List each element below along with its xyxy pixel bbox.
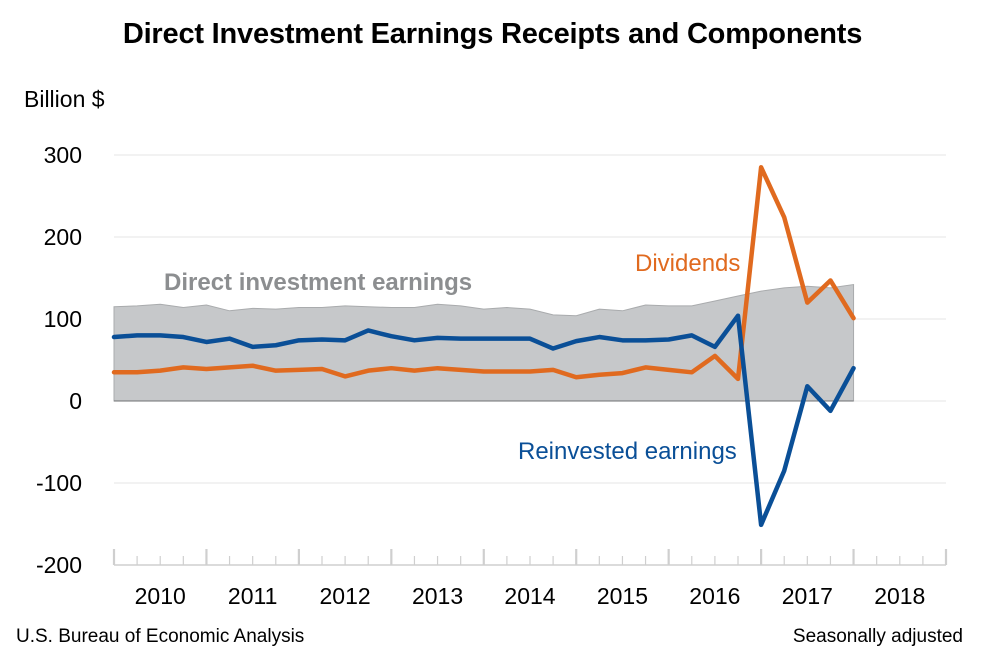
y-axis-unit-label: Billion $ (24, 86, 105, 112)
x-tick-label: 2011 (228, 583, 277, 609)
annotation-reinvested-earnings: Reinvested earnings (518, 438, 737, 465)
x-tick-label: 2017 (782, 583, 833, 609)
source-note: U.S. Bureau of Economic Analysis (16, 626, 305, 647)
series-annotations: Direct investment earnings Dividends Reinv… (164, 250, 740, 465)
y-tick-label: 300 (44, 142, 82, 168)
x-axis (112, 549, 948, 566)
series-lines (111, 165, 856, 528)
x-tick-label: 2014 (504, 583, 555, 609)
x-tick-label: 2015 (597, 583, 648, 609)
x-tick-label: 2013 (412, 583, 463, 609)
x-tick-label: 2012 (320, 583, 371, 609)
x-tick-label: 2010 (135, 583, 186, 609)
chart-title: Direct Investment Earnings Receipts and … (122, 18, 863, 50)
y-tick-label: 200 (44, 224, 82, 250)
y-tick-label: 0 (69, 388, 82, 414)
annotation-direct-investment-earnings: Direct investment earnings (164, 269, 472, 296)
annotation-dividends: Dividends (635, 250, 740, 277)
adjustment-note: Seasonally adjusted (792, 626, 963, 647)
y-tick-labels: 300 200 100 0 -100 -200 (36, 142, 82, 578)
x-tick-label: 2016 (689, 583, 740, 609)
y-tick-label: -200 (36, 552, 82, 578)
reinvested-earnings-line (111, 313, 856, 528)
x-tick-label: 2018 (874, 583, 925, 609)
y-tick-label: 100 (44, 306, 82, 332)
dividends-line (111, 165, 856, 382)
y-tick-label: -100 (36, 470, 82, 496)
x-tick-labels: 2010 2011 2012 2013 2014 2015 2016 2017 2018 (135, 583, 926, 609)
